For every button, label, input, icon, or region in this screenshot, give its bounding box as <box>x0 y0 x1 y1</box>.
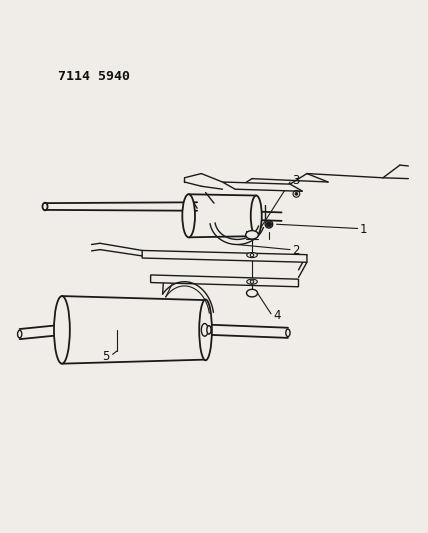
Polygon shape <box>223 182 303 191</box>
Ellipse shape <box>199 300 212 360</box>
Ellipse shape <box>182 194 195 237</box>
Text: 2: 2 <box>292 244 300 257</box>
Text: 7114 5940: 7114 5940 <box>58 70 130 83</box>
Polygon shape <box>142 251 307 262</box>
Circle shape <box>295 192 297 195</box>
Text: 4: 4 <box>273 309 281 321</box>
Text: 5: 5 <box>103 350 110 363</box>
Circle shape <box>266 222 271 227</box>
Ellipse shape <box>54 296 70 364</box>
Ellipse shape <box>247 253 257 257</box>
Text: 3: 3 <box>292 174 300 187</box>
Ellipse shape <box>201 324 208 336</box>
Ellipse shape <box>207 326 211 334</box>
Text: 1: 1 <box>360 223 367 236</box>
Ellipse shape <box>247 289 258 297</box>
Ellipse shape <box>251 196 262 236</box>
Ellipse shape <box>246 231 259 239</box>
Ellipse shape <box>247 279 257 284</box>
Polygon shape <box>151 275 298 287</box>
